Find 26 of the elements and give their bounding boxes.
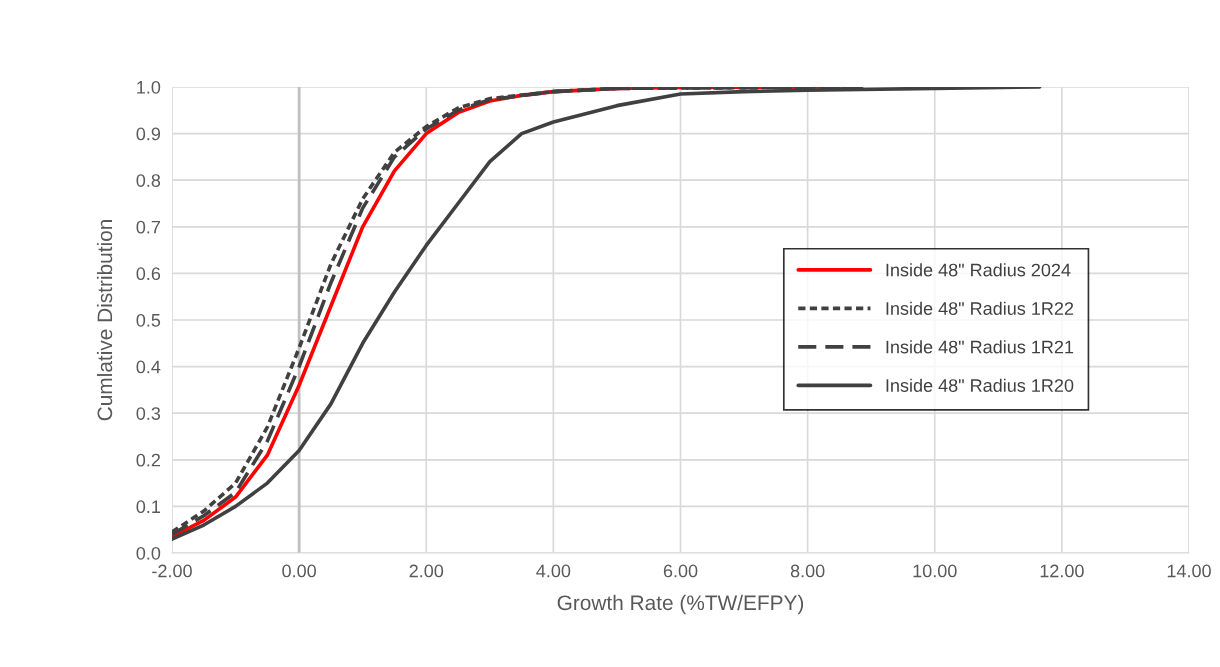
x-tick-label: 2.00 [409,564,444,578]
x-tick-label: 12.00 [1040,564,1084,578]
x-tick-label: 4.00 [536,564,571,578]
y-tick-label: 0.7 [136,220,160,234]
x-tick-label: 10.00 [913,564,957,578]
x-tick-label: 0.00 [282,564,316,578]
y-tick-label: 0.0 [136,546,161,560]
x-axis-title: Growth Rate (%TW/EFPY) [557,594,804,615]
x-tick-label: 14.00 [1167,564,1211,578]
y-axis-title: Cumlative Distribution [96,220,113,421]
y-tick-label: 0.9 [136,127,161,141]
x-tick-label: 8.00 [790,564,825,578]
y-tick-label: 0.5 [136,313,161,327]
y-tick-label: 0.4 [136,360,161,374]
x-tick-label: 6.00 [663,564,698,578]
legend-label: Inside 48" Radius 1R21 [886,340,1074,354]
y-tick-label: 0.3 [136,407,161,420]
legend-label: Inside 48" Radius 1R22 [886,301,1074,315]
legend-label: Inside 48" Radius 2024 [886,263,1071,277]
y-tick-label: 1.0 [137,80,161,94]
x-tick-label: -2.00 [152,564,192,578]
legend-label: Inside 48" Radius 1R20 [886,378,1074,392]
y-tick-label: 0.2 [136,453,160,467]
y-tick-label: 0.6 [136,267,161,281]
y-tick-label: 0.8 [136,174,161,187]
y-tick-label: 0.1 [136,500,161,514]
